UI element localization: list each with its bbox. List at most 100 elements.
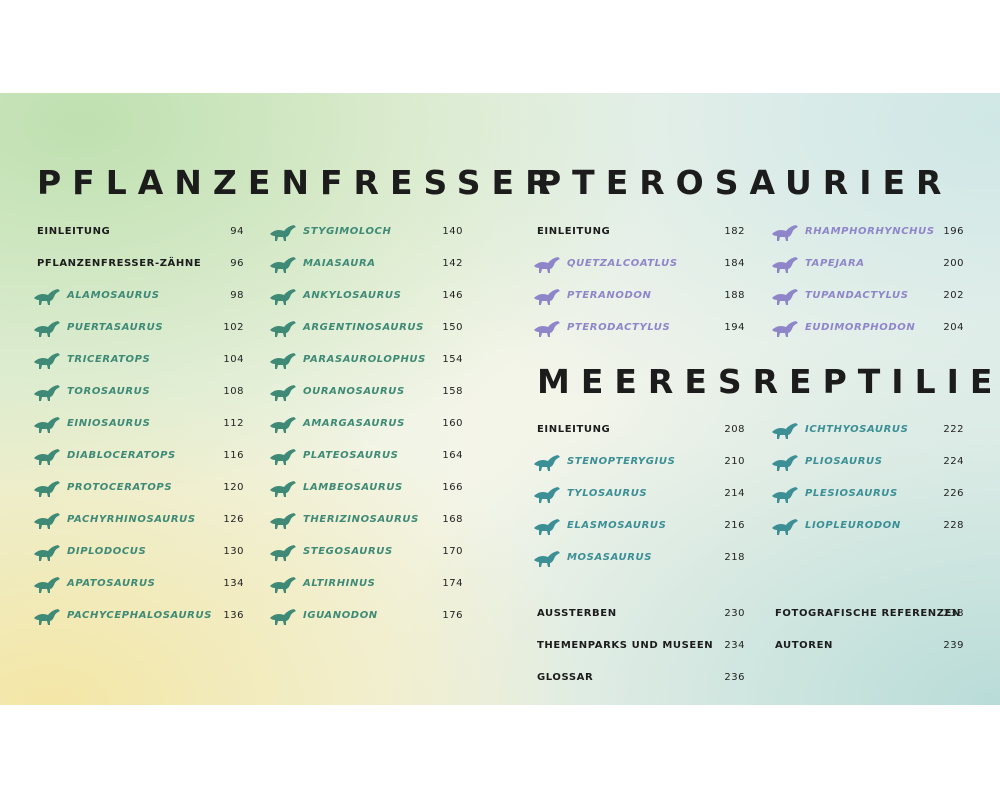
book-spread: PFLANZENFRESSER EINLEITUNG 94 PFLANZENFRESS… (0, 93, 1000, 705)
page-number: 200 (943, 258, 964, 269)
entry-name: APATOSAURUS (67, 578, 156, 589)
toc-entry: PTERODACTYLUS 194 (567, 320, 745, 336)
silhouette (270, 513, 296, 529)
entry-name: ALTIRHINUS (303, 578, 376, 589)
toc-entry: EUDIMORPHODON 204 (805, 320, 964, 336)
page-number: 194 (724, 322, 745, 333)
page-number: 214 (724, 488, 745, 499)
page-number: 184 (724, 258, 745, 269)
silhouette (270, 353, 296, 369)
dino-icon (268, 350, 298, 370)
dino-icon (32, 350, 62, 370)
dino-icon (770, 420, 800, 440)
toc-entry: EINLEITUNG 94 (37, 224, 244, 240)
dino-icon (532, 484, 562, 504)
toc-entry: TOROSAURUS 108 (67, 384, 244, 400)
silhouette (270, 449, 296, 465)
silhouette (772, 455, 798, 471)
toc-entry: PARASAUROLOPHUS 154 (303, 352, 463, 368)
page-number: 96 (230, 258, 244, 269)
page-number: 224 (943, 456, 964, 467)
page-number: 202 (943, 290, 964, 301)
toc-entry: FOTOGRAFISCHE REFERENZEN 238 (775, 606, 964, 622)
toc-entry: EINLEITUNG 208 (537, 422, 745, 438)
entry-name: THEMENPARKS UND MUSEEN (537, 640, 714, 651)
toc-entry: ALTIRHINUS 174 (303, 576, 463, 592)
page-number: 126 (223, 514, 244, 525)
dino-icon (268, 542, 298, 562)
silhouette (772, 423, 798, 439)
dino-icon (268, 414, 298, 434)
page-number: 102 (223, 322, 244, 333)
page-number: 234 (724, 640, 745, 651)
silhouette (772, 487, 798, 503)
toc-entry: EINLEITUNG 182 (537, 224, 745, 240)
dino-icon (532, 452, 562, 472)
page-number: 188 (724, 290, 745, 301)
entry-name: PARASAUROLOPHUS (303, 354, 426, 365)
page-number: 130 (223, 546, 244, 557)
dino-icon (268, 318, 298, 338)
page-number: 174 (442, 578, 463, 589)
silhouette (534, 487, 560, 503)
silhouette (270, 577, 296, 593)
toc-entry: MOSASAURUS 218 (567, 550, 745, 566)
entry-name: PROTOCERATOPS (67, 482, 173, 493)
silhouette (270, 257, 296, 273)
dino-icon (532, 318, 562, 338)
toc-entry: STEGOSAURUS 170 (303, 544, 463, 560)
toc-entry: PLESIOSAURUS 226 (805, 486, 964, 502)
entry-name: PACHYRHINOSAURUS (67, 514, 196, 525)
toc-entry: ELASMOSAURUS 216 (567, 518, 745, 534)
toc-entry: APATOSAURUS 134 (67, 576, 244, 592)
toc-entry: ANKYLOSAURUS 146 (303, 288, 463, 304)
entry-name: PACHYCEPHALOSAURUS (67, 610, 212, 621)
toc-entry: THERIZINOSAURUS 168 (303, 512, 463, 528)
dino-icon (268, 254, 298, 274)
dino-icon (32, 478, 62, 498)
silhouette (534, 289, 560, 305)
silhouette (34, 481, 60, 497)
entry-name: RHAMPHORHYNCHUS (805, 226, 935, 237)
entry-name: EINLEITUNG (37, 226, 111, 237)
page-number: 134 (223, 578, 244, 589)
page-number: 176 (442, 610, 463, 621)
toc-entry: QUETZALCOATLUS 184 (567, 256, 745, 272)
toc-entry: RHAMPHORHYNCHUS 196 (805, 224, 964, 240)
page-number: 210 (724, 456, 745, 467)
toc-entry: TUPANDACTYLUS 202 (805, 288, 964, 304)
page-number: 226 (943, 488, 964, 499)
dino-icon (268, 382, 298, 402)
toc-entry: PTERANODON 188 (567, 288, 745, 304)
entry-name: STENOPTERYGIUS (567, 456, 676, 467)
page-number: 238 (943, 608, 964, 619)
dino-icon (268, 446, 298, 466)
entry-name: ARGENTINOSAURUS (303, 322, 424, 333)
dino-icon (770, 254, 800, 274)
dino-icon (268, 606, 298, 626)
entry-name: STYGIMOLOCH (303, 226, 392, 237)
entry-name: PTERANODON (567, 290, 652, 301)
toc-entry: PROTOCERATOPS 120 (67, 480, 244, 496)
toc-entry: PACHYCEPHALOSAURUS 136 (67, 608, 244, 624)
page-number: 104 (223, 354, 244, 365)
silhouette (270, 385, 296, 401)
page-number: 94 (230, 226, 244, 237)
toc-entry: OURANOSAURUS 158 (303, 384, 463, 400)
page-number: 204 (943, 322, 964, 333)
dino-icon (268, 510, 298, 530)
toc-entry: AMARGASAURUS 160 (303, 416, 463, 432)
page-number: 160 (442, 418, 463, 429)
page-number: 228 (943, 520, 964, 531)
page-number: 98 (230, 290, 244, 301)
dino-icon (32, 382, 62, 402)
dino-icon (770, 452, 800, 472)
silhouette (772, 289, 798, 305)
dino-icon (770, 516, 800, 536)
dino-icon (268, 222, 298, 242)
dino-icon (770, 222, 800, 242)
entry-name: ICHTHYOSAURUS (805, 424, 909, 435)
dino-icon (32, 446, 62, 466)
page-number: 218 (724, 552, 745, 563)
toc-entry: AUSSTERBEN 230 (537, 606, 745, 622)
